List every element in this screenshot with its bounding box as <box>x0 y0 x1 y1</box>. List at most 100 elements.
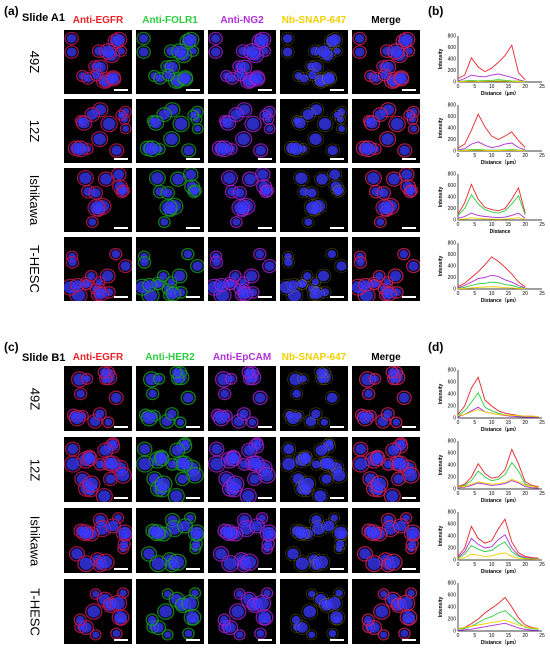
x-tick-label: 5 <box>473 562 476 568</box>
micrograph-ishikawa-ch1 <box>64 168 132 232</box>
axis-lines <box>457 243 542 290</box>
axis-lines <box>457 105 542 152</box>
micrograph-t-hesc-ch2 <box>136 579 204 644</box>
x-tick-label: 20 <box>522 84 528 90</box>
scale-bar <box>258 296 272 298</box>
x-tick-label: 10 <box>489 291 495 297</box>
panel-label-b: (b) <box>428 4 444 18</box>
line-profile-chart: 0 200 400 600 800 0 5 10 15 20 25 Distance（μm） Inten… <box>438 437 546 503</box>
series-line <box>457 79 526 82</box>
scale-bar <box>114 568 128 570</box>
scale-bar <box>330 158 344 160</box>
y-tick-label: 400 <box>448 605 457 611</box>
x-tick-label: 15 <box>506 222 512 228</box>
micrograph-ishikawa-ch4 <box>280 168 348 232</box>
series-line <box>457 73 526 82</box>
scale-bar <box>258 639 272 641</box>
x-tick-label: 20 <box>522 633 528 639</box>
x-tick-label: 25 <box>539 291 545 297</box>
line-profile-chart: 0 200 400 600 800 0 5 10 15 20 25 Distance（μm） Inten… <box>438 101 546 165</box>
x-tick-label: 25 <box>539 84 545 90</box>
scale-bar <box>186 426 200 428</box>
y-tick-label: 600 <box>448 114 457 120</box>
scale-bar <box>330 497 344 499</box>
channel-label-anti-her2: Anti-HER2 <box>145 352 195 363</box>
scale-bar <box>402 426 416 428</box>
row-label-12z: 12Z <box>27 458 42 481</box>
x-axis-title: Distance（μm） <box>481 569 519 574</box>
x-tick-label: 10 <box>489 562 495 568</box>
x-tick-label: 5 <box>473 633 476 639</box>
y-tick-label: 800 <box>448 581 457 587</box>
y-tick-label: 400 <box>448 392 457 398</box>
series-line <box>457 518 539 559</box>
axis-lines <box>457 174 542 221</box>
y-tick-label: 0 <box>453 487 456 493</box>
y-tick-label: 800 <box>448 103 457 109</box>
channel-label-nb-snap-647: Nb-SNAP-647 <box>281 15 347 26</box>
series-line <box>457 217 526 220</box>
scale-bar <box>114 639 128 641</box>
x-tick-label: 15 <box>506 633 512 639</box>
scale-bar <box>114 158 128 160</box>
x-tick-label: 0 <box>457 291 460 297</box>
channel-label-anti-epcam: Anti-EpCAM <box>212 352 272 363</box>
x-tick-label: 15 <box>506 491 512 497</box>
channel-label-anti-egfr: Anti-EGFR <box>72 15 124 26</box>
y-tick-label: 400 <box>448 195 457 201</box>
y-tick-label: 0 <box>453 629 456 635</box>
series-line <box>457 376 539 418</box>
y-axis-title: Intensity <box>438 455 444 476</box>
y-tick-label: 600 <box>448 252 457 258</box>
x-tick-label: 25 <box>539 633 545 639</box>
y-tick-label: 200 <box>448 137 457 143</box>
y-tick-label: 0 <box>453 218 456 224</box>
series-line <box>457 286 526 290</box>
y-axis-title: Intensity <box>438 597 444 618</box>
scale-bar <box>330 227 344 229</box>
x-tick-label: 0 <box>457 153 460 159</box>
line-profile-chart: 0 200 400 600 800 0 5 10 15 20 25 Distance（μm） Inten… <box>438 366 546 432</box>
y-axis-title: Intensity <box>438 384 444 405</box>
x-tick-label: 15 <box>506 420 512 426</box>
y-axis-title: Intensity <box>438 49 444 70</box>
x-axis-title: Distance <box>490 229 511 234</box>
x-tick-label: 20 <box>522 291 528 297</box>
series-line <box>457 448 539 488</box>
series-line <box>457 478 539 488</box>
micrograph-ishikawa-ch2 <box>136 168 204 232</box>
y-tick-label: 400 <box>448 57 457 63</box>
panel-label-d: (d) <box>428 340 444 354</box>
series-line <box>457 80 526 83</box>
scale-bar <box>330 639 344 641</box>
series-line <box>457 44 526 81</box>
scale-bar <box>186 227 200 229</box>
scale-bar <box>330 568 344 570</box>
micrograph-ishikawa-ch3 <box>208 168 276 232</box>
micrograph-ishikawa-ch4 <box>280 508 348 573</box>
scale-bar <box>258 426 272 428</box>
row-label-ishikawa: Ishikawa <box>27 174 42 226</box>
axis-lines <box>457 36 542 83</box>
scale-bar <box>402 568 416 570</box>
axis-lines <box>457 583 542 632</box>
series-line <box>457 193 526 216</box>
x-tick-label: 20 <box>522 491 528 497</box>
slide-b-title: Slide B1 <box>22 352 66 364</box>
micrograph-12z-ch3 <box>208 437 276 502</box>
y-axis-title: Intensity <box>438 118 444 139</box>
scale-bar <box>258 568 272 570</box>
line-profile-chart: 0 200 400 600 800 0 5 10 15 20 25 Distance（μm） Inten… <box>438 579 546 645</box>
x-tick-label: 10 <box>489 153 495 159</box>
micrograph-t-hesc-ch4 <box>280 579 348 644</box>
panel-label-a: (a) <box>4 4 19 18</box>
micrograph-49z-ch5 <box>352 366 420 431</box>
x-tick-label: 5 <box>473 222 476 228</box>
series-line <box>457 281 526 289</box>
micrograph-12z-ch2 <box>136 99 204 163</box>
channel-label-merge: Merge <box>371 15 401 26</box>
scale-bar <box>258 158 272 160</box>
axis-lines <box>457 512 542 561</box>
slide-a-title: Slide A1 <box>22 12 65 24</box>
x-axis-title: Distance（μm） <box>481 640 519 645</box>
